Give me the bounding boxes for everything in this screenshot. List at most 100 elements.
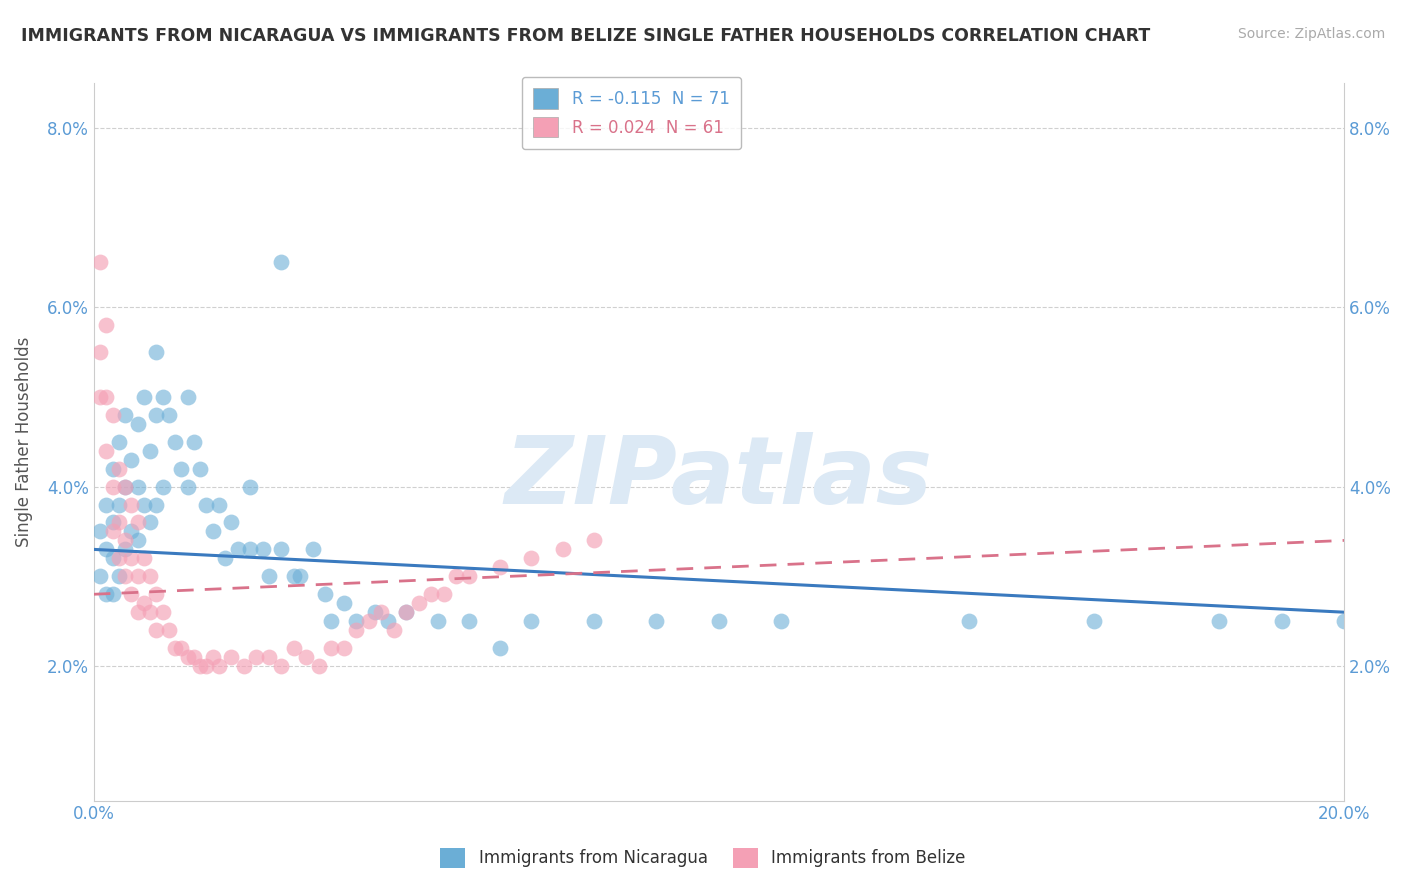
Point (520, 551, 543, 566)
Point (232, 659, 254, 673)
Point (357, 614, 380, 628)
Point (120, 498, 142, 512)
Point (101, 587, 124, 601)
Point (152, 480, 174, 494)
Point (226, 542, 249, 557)
Point (221, 516, 243, 530)
Point (377, 614, 399, 628)
Point (107, 516, 129, 530)
Point (257, 650, 280, 665)
Point (114, 480, 136, 494)
Point (333, 596, 356, 610)
Point (314, 587, 336, 601)
Point (145, 345, 167, 359)
Point (114, 408, 136, 422)
Point (101, 480, 124, 494)
Point (252, 542, 274, 557)
Point (114, 542, 136, 557)
Y-axis label: Single Father Households: Single Father Households (15, 336, 32, 547)
Point (707, 614, 730, 628)
Point (101, 408, 124, 422)
Point (132, 551, 155, 566)
Point (201, 650, 224, 665)
Point (195, 659, 218, 673)
Point (195, 498, 218, 512)
Point (101, 461, 124, 475)
Point (333, 641, 356, 656)
Point (145, 587, 167, 601)
Point (295, 650, 318, 665)
Point (120, 452, 142, 467)
Point (395, 605, 418, 619)
Legend: R = -0.115  N = 71, R = 0.024  N = 61: R = -0.115 N = 71, R = 0.024 N = 61 (522, 77, 741, 149)
Point (457, 569, 479, 583)
Point (176, 390, 198, 404)
Point (139, 605, 162, 619)
Point (132, 390, 155, 404)
Point (127, 533, 149, 548)
Point (96, 318, 118, 332)
Point (107, 551, 129, 566)
Point (188, 461, 211, 475)
Point (489, 641, 512, 656)
Text: IMMIGRANTS FROM NICARAGUA VS IMMIGRANTS FROM BELIZE SINGLE FATHER HOUSEHOLDS COR: IMMIGRANTS FROM NICARAGUA VS IMMIGRANTS … (21, 27, 1150, 45)
Point (301, 542, 323, 557)
Point (270, 542, 292, 557)
Point (145, 408, 167, 422)
Point (96, 587, 118, 601)
Point (551, 542, 574, 557)
Point (645, 614, 668, 628)
Point (145, 623, 167, 637)
Point (139, 516, 162, 530)
Point (582, 533, 605, 548)
Point (145, 498, 167, 512)
Point (208, 659, 231, 673)
Point (120, 551, 142, 566)
Point (157, 623, 180, 637)
Point (101, 524, 124, 539)
Point (127, 417, 149, 431)
Point (89, 255, 111, 269)
Point (270, 659, 292, 673)
Point (101, 516, 124, 530)
Point (107, 569, 129, 583)
Point (107, 461, 129, 475)
Point (107, 498, 129, 512)
Point (1333, 614, 1355, 628)
Point (283, 569, 305, 583)
Point (170, 641, 193, 656)
Point (1208, 614, 1230, 628)
Point (152, 390, 174, 404)
Point (446, 569, 468, 583)
Point (239, 480, 262, 494)
Point (152, 605, 174, 619)
Point (257, 569, 280, 583)
Point (170, 461, 193, 475)
Point (176, 480, 198, 494)
Point (344, 614, 367, 628)
Point (96, 542, 118, 557)
Point (132, 596, 155, 610)
Point (120, 524, 142, 539)
Point (114, 533, 136, 548)
Point (163, 641, 186, 656)
Point (321, 641, 343, 656)
Point (127, 480, 149, 494)
Point (1083, 614, 1105, 628)
Point (139, 569, 162, 583)
Point (89, 569, 111, 583)
Point (163, 434, 186, 449)
Point (96, 443, 118, 458)
Point (489, 560, 512, 574)
Point (433, 587, 456, 601)
Text: ZIPatlas: ZIPatlas (505, 432, 934, 524)
Point (96, 498, 118, 512)
Point (89, 524, 111, 539)
Point (176, 650, 198, 665)
Point (107, 434, 129, 449)
Point (395, 605, 418, 619)
Point (114, 480, 136, 494)
Point (239, 542, 262, 557)
Point (132, 498, 155, 512)
Point (139, 443, 162, 458)
